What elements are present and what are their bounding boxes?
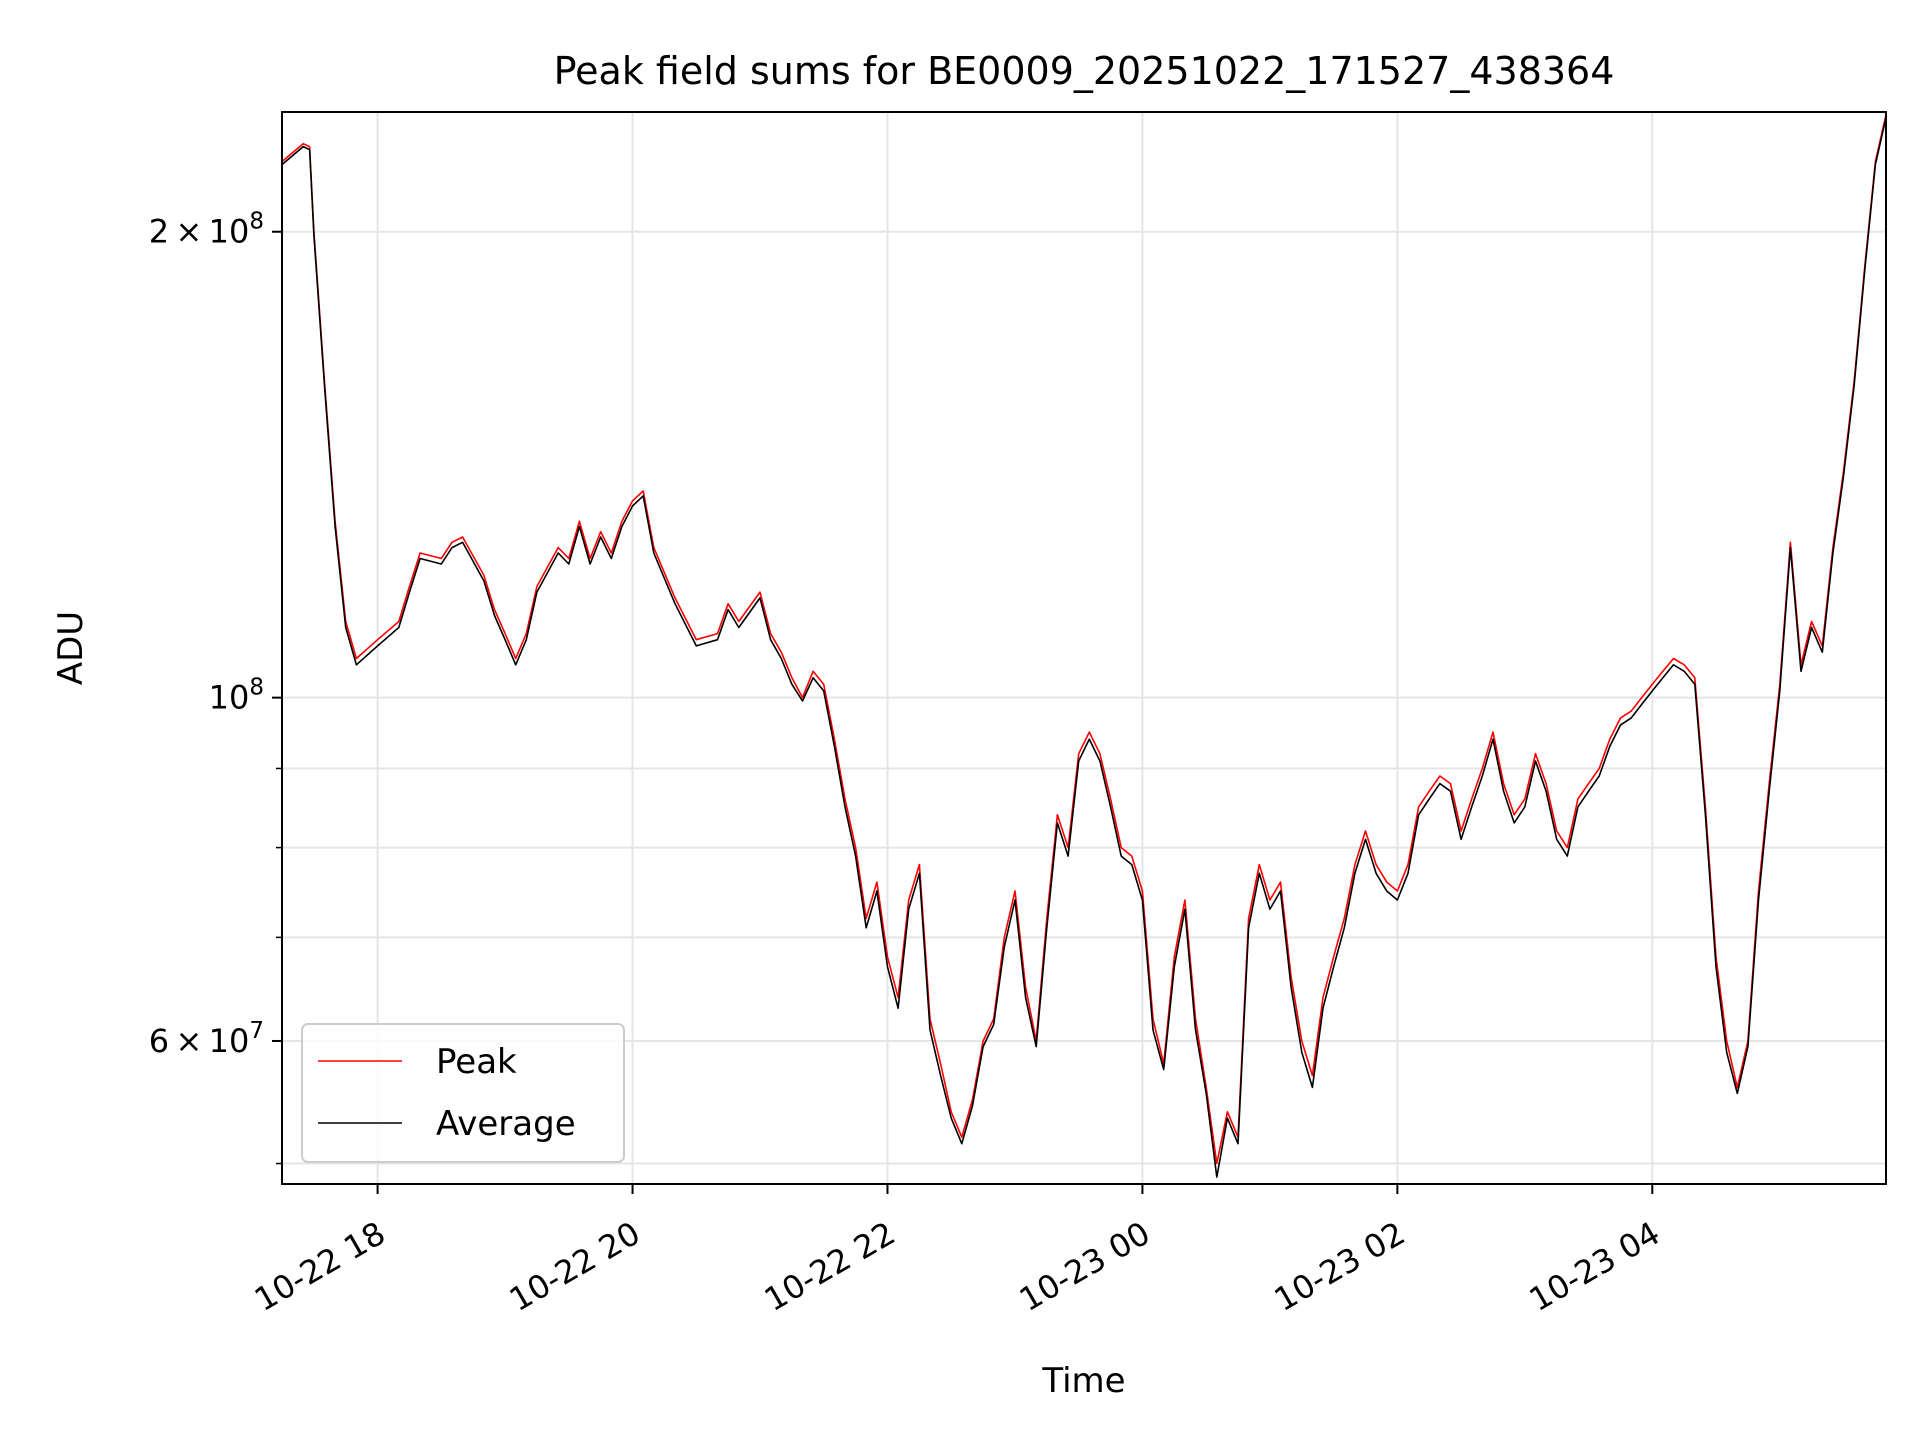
y-tick-base: 2 × 10 bbox=[149, 213, 250, 251]
plot-frame bbox=[281, 111, 1887, 1185]
x-axis-label: Time bbox=[1041, 1361, 1125, 1401]
y-tick-base: 10 bbox=[209, 679, 250, 717]
y-tick-exponent: 7 bbox=[249, 1018, 264, 1044]
legend-label-peak: Peak bbox=[436, 1042, 517, 1082]
y-tick-label: 108 bbox=[209, 675, 264, 717]
y-tick-label: 6 × 107 bbox=[149, 1018, 264, 1060]
grid-lines bbox=[282, 112, 1886, 1184]
y-tick-label: 2 × 108 bbox=[149, 209, 264, 251]
y-axis-label: ADU bbox=[51, 611, 91, 685]
y-tick-exponent: 8 bbox=[249, 209, 264, 235]
y-tick-exponent: 8 bbox=[249, 675, 264, 701]
series-line-average bbox=[282, 117, 1886, 1178]
legend-box bbox=[301, 1023, 625, 1163]
legend-label-average: Average bbox=[436, 1104, 576, 1144]
chart-title: Peak field sums for BE0009_20251022_1715… bbox=[554, 49, 1615, 93]
y-tick-base: 6 × 10 bbox=[149, 1022, 250, 1060]
series-line-peak bbox=[282, 114, 1886, 1165]
series-lines bbox=[282, 114, 1886, 1178]
legend: Peak Average bbox=[301, 1023, 625, 1163]
